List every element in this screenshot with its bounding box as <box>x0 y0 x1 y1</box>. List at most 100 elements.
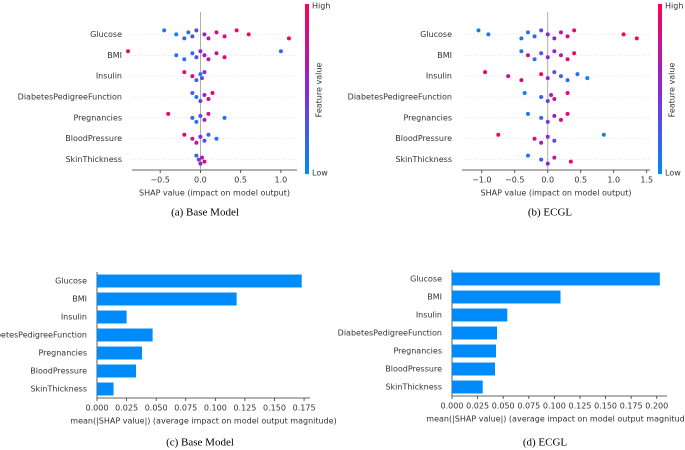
shap-point <box>525 111 530 116</box>
x-tick-label: 1.5 <box>640 176 653 185</box>
shap-point <box>214 51 219 56</box>
shap-point <box>539 157 544 162</box>
shap-point <box>214 30 219 35</box>
shap-point <box>539 115 544 120</box>
shap-point <box>202 138 207 143</box>
y-tick-label: DiabetesPedigreeFunction <box>18 93 122 102</box>
shap-point <box>202 32 207 37</box>
y-tick-label: Insulin <box>426 72 452 81</box>
bar <box>97 292 237 306</box>
shap-point <box>194 78 199 83</box>
shap-point <box>539 28 544 33</box>
x-tick-label: 0.5 <box>574 176 587 185</box>
shap-point <box>621 32 626 37</box>
shap-point <box>190 91 195 95</box>
y-tick-label: BMI <box>427 293 442 302</box>
shap-point <box>552 113 557 118</box>
shap-point <box>545 32 550 37</box>
shap-point <box>222 34 227 39</box>
x-tick-label: 0.050 <box>145 404 168 413</box>
shap-point <box>496 132 501 137</box>
x-tick-label: 0.150 <box>263 404 286 413</box>
shap-point <box>585 76 590 81</box>
shap-point <box>246 32 251 37</box>
shap-point <box>522 91 527 95</box>
shap-point <box>565 111 570 116</box>
y-tick-label: Pregnancies <box>38 349 87 358</box>
shap-point <box>552 138 557 143</box>
shap-point <box>572 51 577 56</box>
shap-point <box>525 30 530 35</box>
y-tick-label: Pregnancies <box>403 113 452 122</box>
bar <box>452 344 497 358</box>
shap-point <box>202 70 207 75</box>
x-tick-label: 0.075 <box>174 404 197 413</box>
shap-point <box>222 55 227 60</box>
shap-point <box>196 157 201 162</box>
shap-point <box>575 72 580 77</box>
shap-point <box>558 53 563 58</box>
shap-point <box>206 111 211 116</box>
shap-point <box>174 32 179 37</box>
shap-point <box>162 28 167 33</box>
bar <box>97 364 137 378</box>
bar <box>452 326 498 340</box>
shap-point <box>210 91 215 95</box>
shap-point <box>278 49 283 54</box>
shap-point <box>198 72 203 77</box>
x-tick-label: 0.125 <box>569 402 592 411</box>
caption: (c) Base Model <box>166 437 234 449</box>
shap-point <box>198 113 203 118</box>
bar <box>97 328 153 342</box>
shap-point <box>194 153 199 158</box>
y-tick-label: DiabetesPedigreeFunction <box>338 329 442 338</box>
shap-point <box>194 28 199 33</box>
shap-point <box>194 140 199 145</box>
caption: (a) Base Model <box>171 207 239 219</box>
x-tick-label: 0.100 <box>543 402 566 411</box>
x-tick-label: 0.150 <box>594 402 617 411</box>
shap-point <box>545 55 550 60</box>
x-tick-label: 1.0 <box>607 176 620 185</box>
shap-point <box>234 28 239 33</box>
y-tick-label: BloodPressure <box>30 367 87 376</box>
shap-point <box>190 136 195 141</box>
y-tick-label: Insulin <box>96 72 122 81</box>
shap-point <box>198 49 203 54</box>
shap-point <box>545 161 550 166</box>
shap-point <box>190 115 195 120</box>
shap-point <box>200 155 205 160</box>
x-tick-label: −1.0 <box>472 176 491 185</box>
shap-point <box>506 74 511 79</box>
bar <box>97 382 114 396</box>
shap-point <box>190 51 195 56</box>
shap-point <box>565 34 570 39</box>
y-tick-label: SkinThickness <box>395 155 452 164</box>
bar <box>452 308 508 322</box>
bar <box>97 346 142 360</box>
shap-point <box>545 119 550 124</box>
y-tick-label: BloodPressure <box>65 134 122 143</box>
x-axis-label: SHAP value (impact on model output) <box>481 189 632 198</box>
x-tick-label: −0.5 <box>505 176 524 185</box>
shap-point <box>519 49 524 54</box>
shap-point <box>558 74 563 79</box>
y-tick-label: Insulin <box>416 311 442 320</box>
bar <box>452 380 483 394</box>
x-tick-label: 0.0 <box>541 176 554 185</box>
y-tick-label: BMI <box>107 51 122 60</box>
shap-point <box>194 119 199 124</box>
y-tick-label: Glucose <box>410 275 442 284</box>
shap-point <box>539 72 544 77</box>
shap-point <box>476 28 481 33</box>
shap-point <box>198 99 203 103</box>
y-tick-label: Glucose <box>420 30 452 39</box>
shap-point <box>206 132 211 137</box>
x-tick-label: 0.025 <box>115 404 138 413</box>
shap-point <box>552 155 557 160</box>
colorbar-low: Low <box>665 169 681 178</box>
x-tick-label: 0.175 <box>293 404 316 413</box>
y-tick-label: Insulin <box>61 313 87 322</box>
shap-point <box>198 161 203 166</box>
